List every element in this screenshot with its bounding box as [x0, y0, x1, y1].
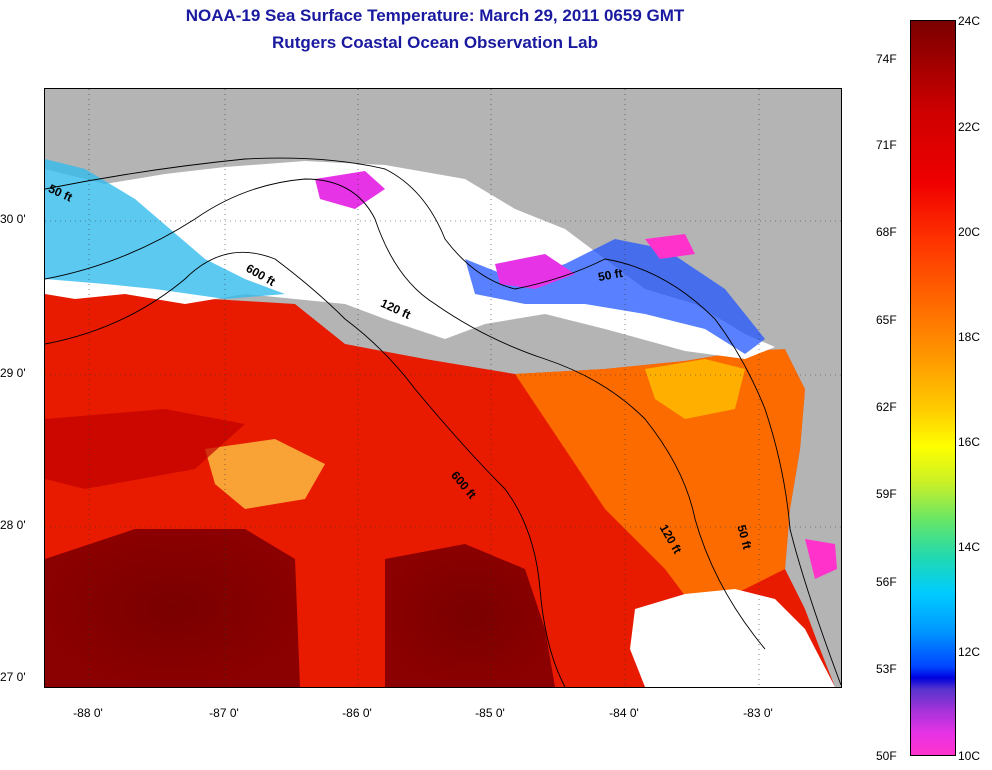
colorbar-label-24c: 24C	[958, 14, 981, 28]
cold-water-bigbend	[465, 239, 765, 354]
colorbar-label-59f: 59F	[876, 487, 897, 501]
chart-subtitle: Rutgers Coastal Ocean Observation Lab	[272, 33, 598, 52]
contour-50ft	[45, 157, 841, 686]
lon-label-85: -85 0'	[475, 706, 505, 720]
lon-label-88: -88 0'	[73, 706, 103, 720]
cloud-cover-southeast	[630, 589, 835, 687]
chart-title: NOAA-19 Sea Surface Temperature: March 2…	[185, 6, 685, 25]
colorbar-label-18c: 18C	[958, 330, 981, 344]
ocean-hot-core-central	[385, 544, 555, 687]
colorbar-label-50f: 50F	[876, 749, 897, 763]
map-canvas	[45, 89, 841, 687]
ocean-hot-core-west	[45, 529, 300, 687]
lon-label-86: -86 0'	[342, 706, 372, 720]
magenta-patch-4	[805, 539, 837, 579]
colorbar-label-74f: 74F	[876, 52, 897, 66]
colorbar-label-14c: 14C	[958, 540, 981, 554]
lon-label-87: -87 0'	[209, 706, 239, 720]
land-florida	[45, 89, 841, 687]
contour-120ft	[45, 178, 766, 650]
contour-lines	[45, 157, 841, 687]
colorbar-label-68f: 68F	[876, 225, 897, 239]
lat-label-30: 30 0'	[0, 212, 26, 226]
lat-label-27: 27 0'	[0, 670, 26, 684]
lat-label-28: 28 0'	[0, 518, 26, 532]
magenta-patch-3	[645, 234, 695, 259]
colorbar-label-20c: 20C	[958, 225, 981, 239]
colorbar-label-16c: 16C	[958, 435, 981, 449]
colorbar-label-62f: 62F	[876, 400, 897, 414]
ocean-yellow-patch-2	[205, 439, 325, 509]
cloud-cover-north	[45, 161, 775, 359]
sst-map	[44, 88, 842, 688]
lon-label-83: -83 0'	[743, 706, 773, 720]
ocean-dark-red-tint	[45, 409, 245, 489]
magenta-patch-2	[495, 254, 575, 289]
cold-water-west	[45, 159, 285, 299]
temperature-colorbar	[910, 20, 956, 756]
ocean-yellow-patch	[645, 359, 745, 419]
colorbar-label-65f: 65F	[876, 313, 897, 327]
colorbar-label-10c: 10C	[958, 749, 981, 763]
colorbar-label-53f: 53F	[876, 662, 897, 676]
colorbar-label-22c: 22C	[958, 120, 981, 134]
lon-label-84: -84 0'	[609, 706, 639, 720]
ocean-orange-band	[515, 349, 805, 609]
contour-600ft	[45, 251, 566, 687]
lat-label-29: 29 0'	[0, 366, 26, 380]
colorbar-label-12c: 12C	[958, 645, 981, 659]
colorbar-label-56f: 56F	[876, 575, 897, 589]
colorbar-label-71f: 71F	[876, 138, 897, 152]
